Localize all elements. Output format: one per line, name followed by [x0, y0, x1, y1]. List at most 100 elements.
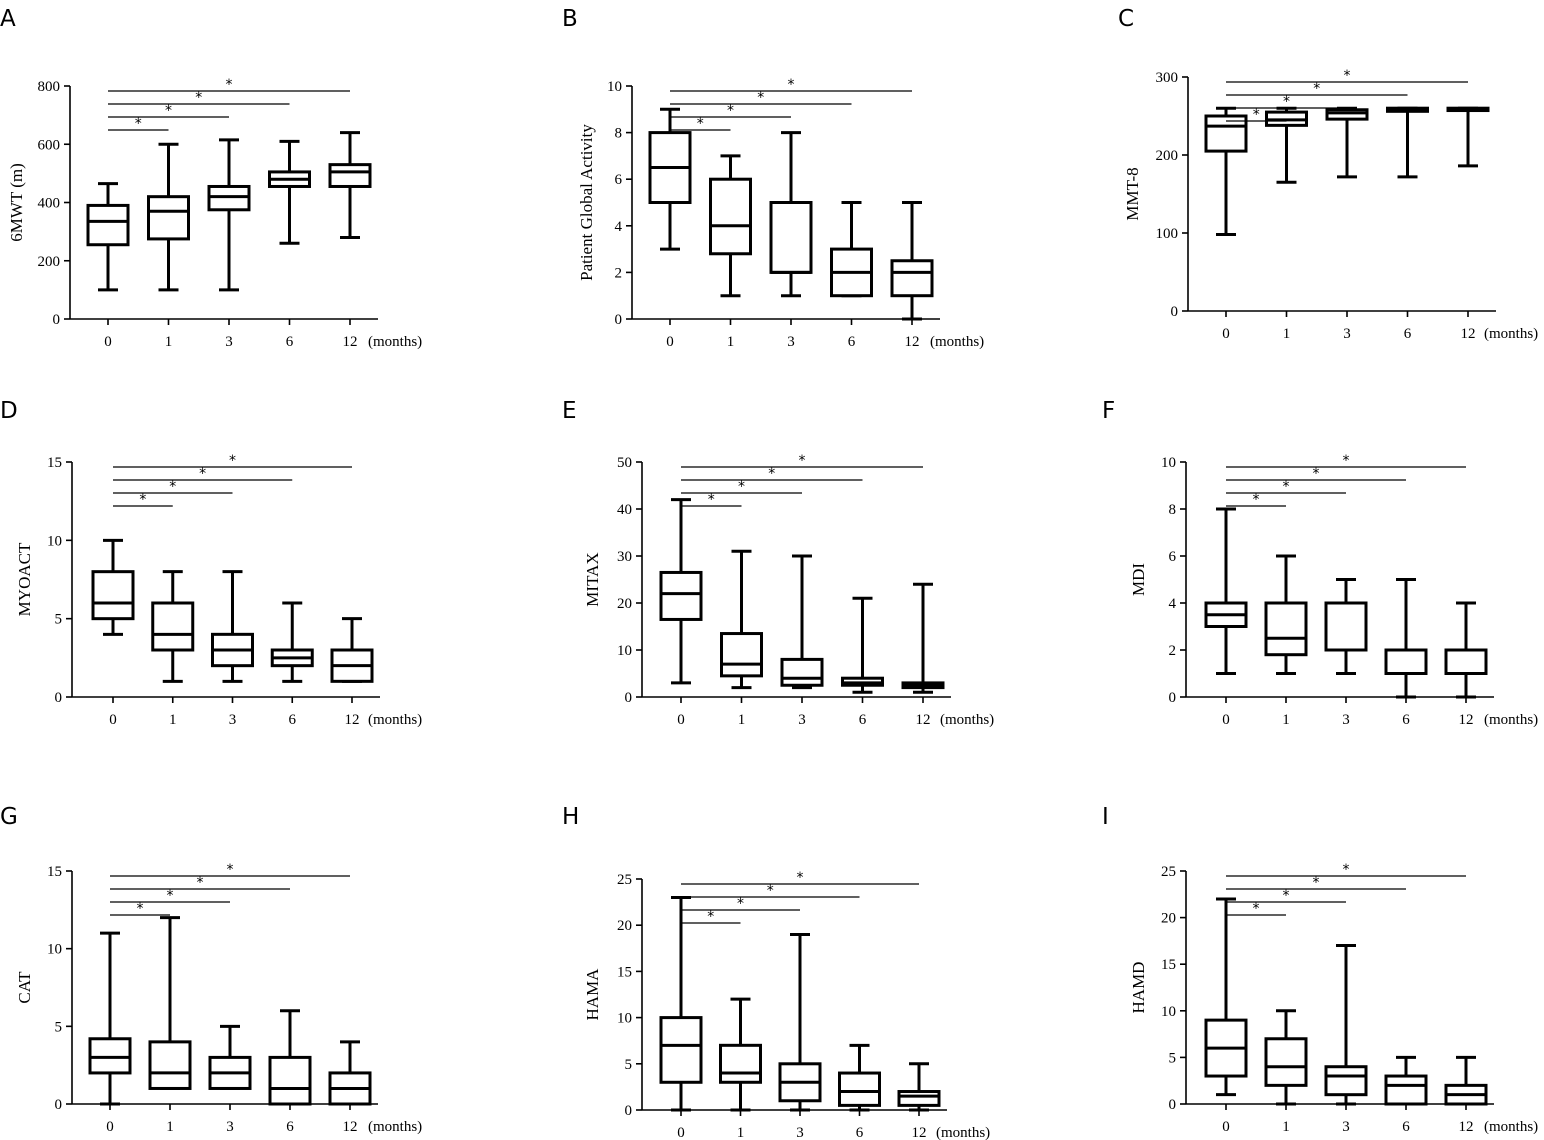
y-axis-label: MMT-8: [1123, 167, 1142, 220]
x-unit-label: (months): [1484, 712, 1538, 728]
significance-star: *: [199, 466, 206, 482]
iqr-box: [1264, 1037, 1308, 1087]
significance-star: *: [768, 466, 775, 482]
box-0-months: [648, 107, 692, 251]
x-tick-label: 3: [1343, 326, 1351, 342]
box-1-months: [720, 549, 763, 690]
iqr-box: [1444, 648, 1488, 675]
box-1-months: [148, 916, 192, 1090]
panel-i: I 0 5 10 15 20 25 HAMD 0 1 3 6 12 (months) * * * *: [1102, 804, 1538, 1135]
x-tick-label: 1: [166, 1119, 174, 1135]
x-tick-label: 12: [345, 712, 360, 728]
iqr-box: [897, 1090, 941, 1107]
x-tick-label: 3: [226, 1119, 234, 1135]
box-0-months: [659, 498, 703, 685]
x-tick-label: 6: [1402, 1119, 1410, 1135]
iqr-box: [268, 1055, 312, 1106]
box-6-months: [270, 601, 314, 683]
significance-star: *: [169, 479, 176, 495]
significance-star: *: [727, 103, 734, 119]
iqr-box: [838, 1071, 881, 1107]
y-tick-label: 200: [1156, 148, 1179, 164]
panel-letter: C: [1118, 6, 1134, 32]
y-tick-label: 20: [1161, 911, 1176, 927]
significance-star: *: [1283, 479, 1290, 495]
iqr-box: [88, 1037, 132, 1075]
y-tick-label: 0: [625, 690, 633, 706]
y-axis-label: CAT: [15, 971, 34, 1004]
box-3-months: [769, 131, 813, 298]
panel-g: G 0 5 10 15 CAT 0 1 3 6 12 (months) * * * *: [0, 804, 422, 1135]
x-tick-label: 0: [677, 1125, 685, 1140]
x-tick-label: 6: [856, 1125, 864, 1140]
box-3-months: [211, 570, 254, 683]
significance-star: *: [1343, 453, 1350, 469]
y-tick-label: 30: [617, 549, 632, 565]
significance-star: *: [707, 909, 714, 925]
significance-star: *: [797, 870, 804, 886]
significance-star: *: [167, 888, 174, 904]
iqr-box: [769, 201, 813, 274]
significance-star: *: [1253, 901, 1260, 917]
box-0-months: [1204, 897, 1248, 1097]
iqr-box: [780, 657, 824, 687]
box-3-months: [780, 554, 824, 690]
x-tick-label: 6: [286, 334, 294, 350]
y-tick-label: 10: [617, 643, 632, 659]
box-1-months: [709, 154, 752, 298]
y-tick-label: 10: [47, 533, 62, 549]
box-12-months: [1444, 1055, 1488, 1106]
x-tick-label: 6: [848, 334, 856, 350]
y-tick-label: 6: [1169, 549, 1177, 565]
x-unit-label: (months): [1484, 326, 1538, 342]
x-tick-label: 6: [286, 1119, 294, 1135]
box-0-months: [91, 538, 135, 636]
y-tick-label: 50: [617, 455, 632, 471]
iqr-box: [659, 570, 703, 621]
box-6-months: [1384, 1055, 1428, 1106]
box-0-months: [1204, 106, 1248, 237]
x-tick-label: 3: [229, 712, 237, 728]
panel-letter: I: [1102, 804, 1109, 830]
y-tick-label: 300: [1156, 70, 1179, 86]
significance-star: *: [165, 103, 172, 119]
significance-star: *: [226, 77, 233, 93]
box-0-months: [86, 182, 130, 292]
y-tick-label: 8: [615, 126, 623, 142]
y-tick-label: 15: [47, 864, 62, 880]
box-0-months: [88, 931, 132, 1106]
y-tick-label: 5: [55, 1019, 63, 1035]
significance-star: *: [1313, 875, 1320, 891]
significance-star: *: [135, 116, 142, 132]
y-tick-label: 5: [55, 612, 63, 628]
y-tick-label: 20: [617, 918, 632, 934]
x-tick-label: 1: [737, 1125, 745, 1140]
x-tick-label: 0: [109, 712, 117, 728]
iqr-box: [720, 632, 763, 678]
x-tick-label: 3: [787, 334, 795, 350]
iqr-box: [151, 601, 195, 652]
y-tick-label: 5: [625, 1057, 633, 1073]
x-tick-label: 12: [916, 712, 931, 728]
box-3-months: [778, 932, 822, 1112]
y-axis-label: 6MWT (m): [7, 163, 26, 242]
iqr-box: [86, 203, 130, 247]
x-unit-label: (months): [368, 712, 422, 728]
x-tick-label: 6: [289, 712, 297, 728]
box-1-months: [147, 142, 190, 292]
panel-letter: E: [562, 398, 577, 424]
y-axis-label: MYOACT: [15, 542, 34, 616]
x-tick-label: 1: [165, 334, 173, 350]
significance-star: *: [708, 492, 715, 508]
y-tick-label: 6: [615, 172, 623, 188]
y-tick-label: 20: [617, 596, 632, 612]
iqr-box: [709, 177, 752, 256]
significance-star: *: [139, 492, 146, 508]
x-tick-label: 0: [1222, 326, 1230, 342]
panel-letter: A: [0, 6, 16, 32]
y-tick-label: 0: [1169, 1097, 1177, 1113]
box-3-months: [207, 138, 251, 292]
box-1-months: [1264, 554, 1308, 675]
y-tick-label: 100: [1156, 226, 1179, 242]
